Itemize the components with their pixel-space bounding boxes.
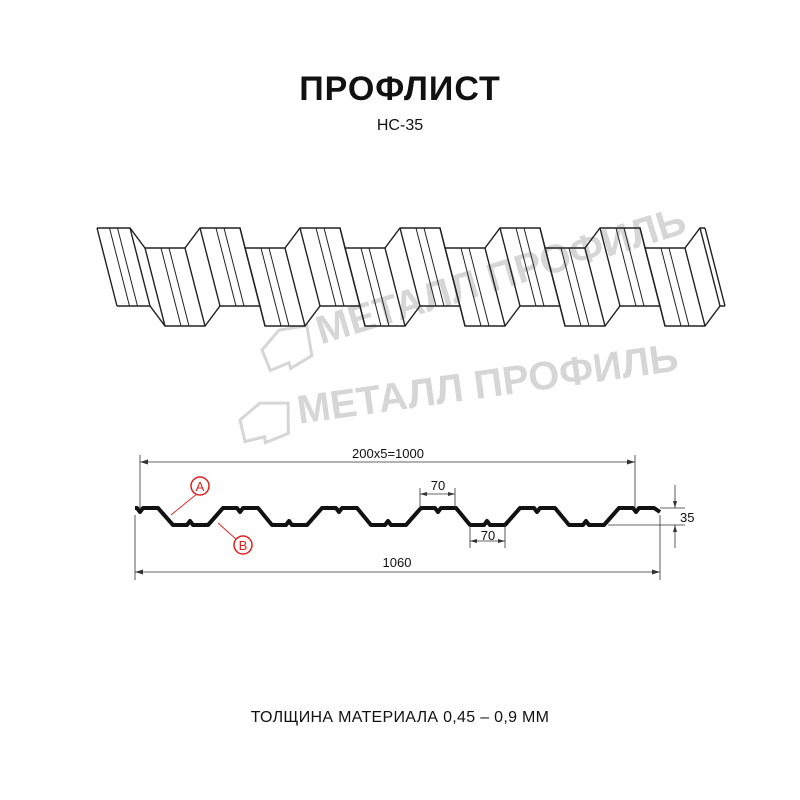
watermark-logo-bottom: МЕТАЛЛ ПРОФИЛЬ xyxy=(238,336,681,445)
sheet-stiffener-line xyxy=(109,227,130,307)
marker-a: A xyxy=(170,476,210,516)
sheet-stiffener-line xyxy=(568,247,590,327)
sheet-fold-line xyxy=(244,247,266,327)
watermark-text: МЕТАЛЛ ПРОФИЛЬ xyxy=(294,336,681,433)
sheet-fold-line xyxy=(484,247,506,327)
profile-sheet-3d-view xyxy=(96,227,726,327)
sheet-bottom-edge xyxy=(117,305,725,327)
sheet-fold-line xyxy=(384,247,406,327)
sheet-fold-line xyxy=(699,227,721,307)
sheet-stiffener-line xyxy=(523,227,545,307)
profile-cross-section xyxy=(135,506,662,527)
sheet-fold-line xyxy=(129,227,151,307)
rib-top-width-label: 70 xyxy=(431,478,445,493)
sheet-fold-line xyxy=(199,227,221,307)
sheet-stiffener-line xyxy=(423,227,445,307)
sheet-stiffener-line xyxy=(368,247,390,327)
marker-b-label: B xyxy=(239,538,248,553)
sheet-fold-line xyxy=(644,247,666,327)
sheet-stiffener-line xyxy=(460,247,482,327)
sheet-fold-line xyxy=(399,227,421,307)
sheet-stiffener-line xyxy=(660,247,682,327)
sheet-stiffener-line xyxy=(223,227,245,307)
page-title: ПРОФЛИСТ xyxy=(299,70,501,108)
sheet-stiffener-line xyxy=(323,227,345,307)
sheet-fold-line xyxy=(284,247,306,327)
sheet-stiffener-line xyxy=(168,247,190,327)
sheet-fold-line xyxy=(444,247,466,327)
sheet-fold-line xyxy=(684,247,706,327)
sheet-stiffener-line xyxy=(117,227,138,307)
marker-b: B xyxy=(217,522,253,555)
sheet-fold-line xyxy=(599,227,621,307)
sheet-stiffener-line xyxy=(615,227,637,307)
sheet-fold-line xyxy=(499,227,521,307)
dimension-arrows xyxy=(135,459,677,575)
material-thickness-note: ТОЛЩИНА МАТЕРИАЛА 0,45 – 0,9 ММ xyxy=(250,709,550,726)
useful-width-label: 200x5=1000 xyxy=(352,446,424,461)
sheet-fold-line xyxy=(704,227,726,307)
sheet-stiffener-line xyxy=(668,247,690,327)
watermark-logo-mark xyxy=(238,401,290,445)
sheet-stiffener-line xyxy=(468,247,490,327)
sheet-stiffener-line xyxy=(360,247,382,327)
sheet-fold-line xyxy=(344,247,366,327)
sheet-fold-line xyxy=(144,247,166,327)
sheet-fold-line xyxy=(544,247,566,327)
sheet-stiffener-line xyxy=(315,227,337,307)
watermark-logo-mark xyxy=(260,324,314,373)
sheet-fold-line xyxy=(184,247,206,327)
sheet-stiffener-line xyxy=(268,247,290,327)
sheet-fold-line xyxy=(96,227,118,307)
sheet-fold-line xyxy=(584,247,606,327)
total-width-label: 1060 xyxy=(383,555,412,570)
model-subtitle: НС-35 xyxy=(376,117,424,134)
profile-line xyxy=(135,506,662,527)
sheet-stiffener-line xyxy=(215,227,237,307)
marker-a-label: A xyxy=(196,479,205,494)
sheet-stiffener-line xyxy=(260,247,282,327)
sheet-stiffener-line xyxy=(415,227,437,307)
sheet-stiffener-line xyxy=(560,247,582,327)
sheet-stiffener-line xyxy=(623,227,645,307)
sheet-stiffener-line xyxy=(515,227,537,307)
sheet-stiffener-line xyxy=(160,247,182,327)
rib-bottom-width-label: 70 xyxy=(481,528,495,543)
height-label: 35 xyxy=(680,510,694,525)
sheet-fold-line xyxy=(299,227,321,307)
sheet-top-edge xyxy=(97,227,705,249)
dimension-lines xyxy=(134,455,685,580)
